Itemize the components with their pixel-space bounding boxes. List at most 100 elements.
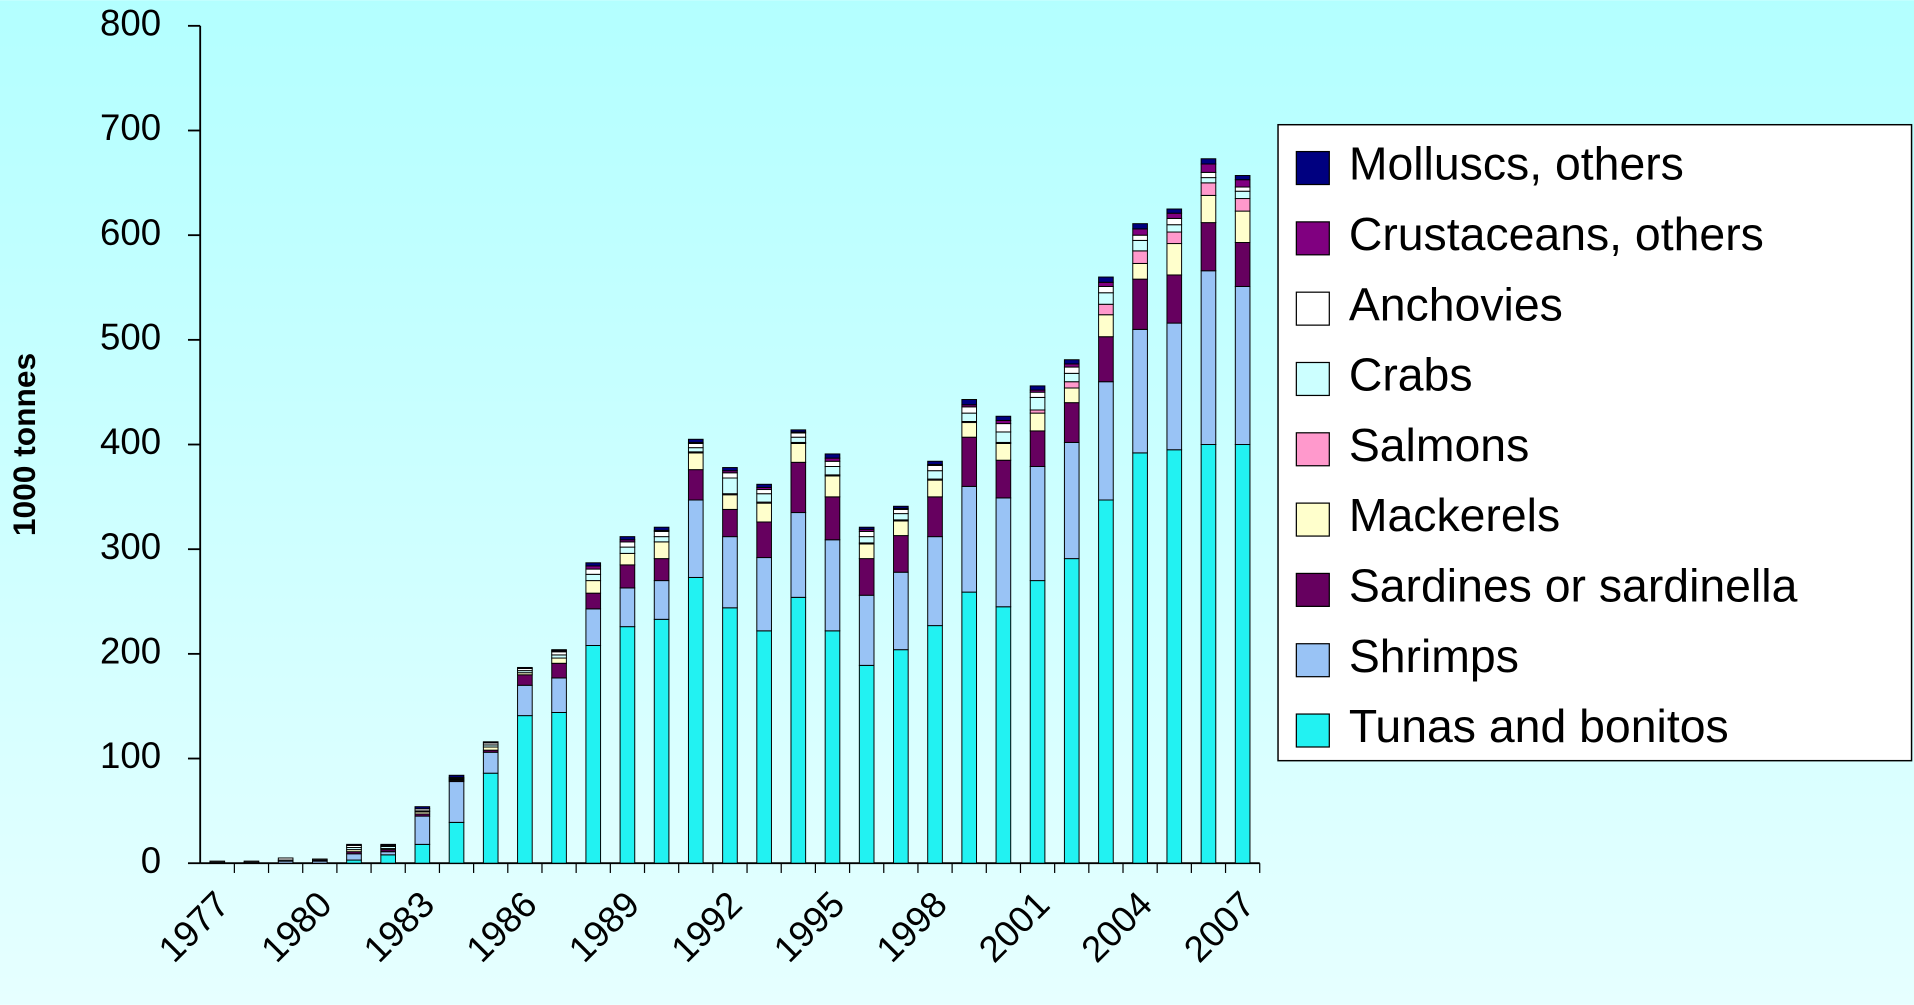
bar-segment [620,537,635,540]
bar-segment [1099,286,1114,292]
bar-segment [825,476,840,497]
bar-segment [928,626,943,864]
bar-segment [996,607,1011,863]
chart: 1000 tonnes 0100200300400500600700800197… [0,0,1914,1005]
bar-segment [928,537,943,626]
bar-segment [996,498,1011,607]
bar-segment [962,413,977,421]
bar-segment [894,521,909,536]
bar-segment [688,500,703,577]
legend-swatch [1296,433,1329,466]
bar-segment [757,522,772,558]
bar-segment [1064,442,1079,558]
bar-segment [1064,559,1079,864]
bar-segment [1167,225,1182,232]
bar-segment [449,775,464,777]
bar-segment [654,527,669,530]
bar-segment [1133,229,1148,235]
y-tick-label: 500 [100,317,161,358]
bar-segment [859,595,874,665]
bar-segment [620,627,635,864]
bar-segment [518,667,533,668]
bar-segment [1064,373,1079,381]
bar-segment [1133,224,1148,229]
bar-segment [1201,159,1216,164]
bar-segment [449,782,464,823]
bar-segment [859,559,874,596]
bar-segment [1099,500,1114,863]
bar-segment [723,608,738,863]
bar-segment [1235,243,1250,287]
bar-segment [654,559,669,581]
bar-segment [1167,450,1182,863]
bar-segment [688,453,703,470]
y-tick-label: 400 [100,421,161,462]
bar-segment [825,631,840,863]
bar-segment [757,631,772,863]
bar-segment [688,439,703,442]
bar-segment [825,497,840,540]
bar-segment [894,509,909,513]
bar-segment [1133,251,1148,264]
y-tick-label: 100 [100,735,161,776]
bar-segment [1133,235,1148,240]
bar-segment [962,437,977,486]
bar-segment [1235,211,1250,242]
bar-segment [1030,466,1045,580]
bar-segment [1235,191,1250,198]
legend-swatch [1296,714,1329,747]
legend-swatch [1296,503,1329,536]
bar-segment [1201,445,1216,864]
bar-segment [723,468,738,471]
bar-segment [518,685,533,715]
bar-segment [757,503,772,522]
bar-segment [586,593,601,609]
bar-segment [518,675,533,685]
bar-segment [1030,397,1045,410]
bar-segment [654,581,669,620]
bar-segment [894,506,909,508]
bar-segment [859,544,874,559]
bar-segment [1201,178,1216,183]
bar-segment [859,537,874,543]
bar-segment [552,658,567,663]
bar-segment [859,527,874,529]
bar-segment [1235,176,1250,180]
y-tick-label: 300 [100,526,161,567]
bar-segment [894,514,909,520]
bar-segment [1201,195,1216,222]
bar-segment [825,540,840,631]
bar-segment [1133,279,1148,329]
bar-segment [928,461,943,464]
bar-segment [1201,271,1216,445]
y-tick-label: 0 [141,840,161,881]
bar-segment [996,416,1011,420]
legend-label: Crustaceans, others [1349,208,1764,260]
legend-label: Sardines or sardinella [1349,560,1798,612]
bar-segment [723,509,738,536]
bar-segment [586,581,601,594]
bar-segment [996,460,1011,498]
bar-segment [586,574,601,580]
legend-swatch [1296,362,1329,395]
bar-segment [654,531,669,536]
bar-segment [894,650,909,864]
bar-segment [825,454,840,458]
bar-segment [757,558,772,631]
bar-segment [962,400,977,405]
bar-segment [791,462,806,512]
bar-segment [859,531,874,536]
bar-segment [1235,187,1250,191]
bar-segment [962,486,977,592]
bar-segment [654,542,669,559]
bar-segment [1133,263,1148,279]
bar-segment [791,433,806,437]
y-tick-label: 200 [100,631,161,672]
bar-segment [1064,360,1079,364]
bar-segment [586,569,601,574]
bar-segment [962,592,977,863]
legend-swatch [1296,222,1329,255]
bar-segment [620,542,635,547]
legend-label: Shrimps [1349,630,1519,682]
